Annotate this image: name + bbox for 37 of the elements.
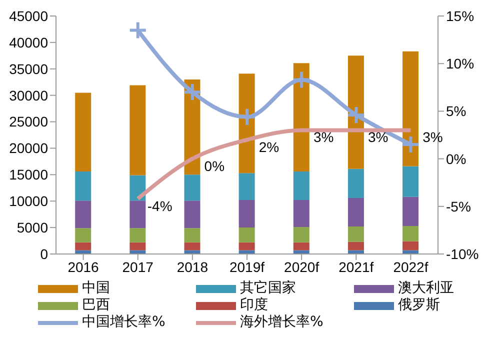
legend-label: 中国 xyxy=(82,280,110,297)
y-tick-label: 30000 xyxy=(9,87,48,104)
y2-tick-label: 0% xyxy=(446,150,466,167)
y2-tick-label: -5% xyxy=(446,198,471,214)
data-label: 0% xyxy=(204,158,225,174)
y-tick-label: 15000 xyxy=(9,166,48,183)
legend-label: 印度 xyxy=(240,297,268,314)
y-tick-label: 5000 xyxy=(16,220,48,236)
data-label: -4% xyxy=(147,198,172,214)
y-tick-label: 20000 xyxy=(9,140,48,156)
legend-label: 巴西 xyxy=(82,297,110,314)
x-tick-label: 2021f xyxy=(338,258,374,275)
y2-tick-label: 15% xyxy=(446,8,474,24)
y2-tick-label: 10% xyxy=(446,56,474,72)
data-label: 2% xyxy=(258,138,280,155)
x-tick-label: 2022f xyxy=(393,258,428,275)
legend-label: 中国增长率% xyxy=(82,314,166,331)
legend-label: 其它国家 xyxy=(240,280,296,297)
y-tick-label: 10000 xyxy=(9,193,48,210)
data-label: 3% xyxy=(313,129,334,146)
y-tick-label: 0 xyxy=(40,246,48,262)
x-tick-label: 2019f xyxy=(229,258,265,275)
y2-tick-label: 5% xyxy=(446,103,466,120)
legend-label: 澳大利亚 xyxy=(398,280,454,297)
y-tick-label: 25000 xyxy=(9,114,48,130)
legend-label: 俄罗斯 xyxy=(398,297,440,314)
y2-tick-label: -10% xyxy=(446,246,479,262)
y-tick-label: 35000 xyxy=(9,60,48,77)
x-tick-label: 2020f xyxy=(284,258,320,275)
data-label: 3% xyxy=(368,129,388,146)
legend-label: 海外增长率% xyxy=(240,314,324,331)
y-tick-label: 45000 xyxy=(9,8,48,24)
y-tick-label: 40000 xyxy=(9,34,48,50)
x-tick-label: 2016 xyxy=(68,258,100,275)
x-tick-label: 2017 xyxy=(122,258,154,275)
x-tick-label: 2018 xyxy=(176,258,208,275)
data-label: 3% xyxy=(422,129,443,146)
